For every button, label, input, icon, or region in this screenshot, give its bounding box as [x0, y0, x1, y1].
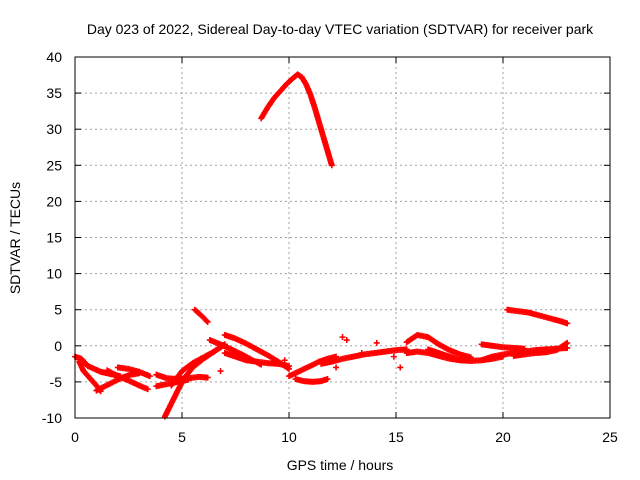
interpolated-point	[319, 131, 326, 138]
y-tick-label: 15	[46, 230, 62, 246]
series-arc-early-4	[104, 367, 151, 393]
chart-title: Day 023 of 2022, Sidereal Day-to-day VTE…	[87, 21, 594, 37]
interpolated-point	[91, 380, 98, 387]
data-point	[390, 353, 397, 360]
interpolated-point	[455, 356, 462, 363]
interpolated-point	[196, 310, 203, 317]
data-point	[373, 339, 380, 346]
y-axis-label: SDTVAR / TECUs	[7, 182, 23, 294]
y-tick-label: 40	[46, 49, 62, 65]
data-point	[343, 337, 350, 344]
series-arc-e	[191, 306, 211, 325]
y-tick-label: 5	[54, 302, 62, 318]
interpolated-point	[433, 339, 440, 346]
interpolated-point	[288, 76, 295, 83]
y-tick-label: 30	[46, 121, 62, 137]
interpolated-point	[202, 316, 209, 323]
series-arc-h	[206, 337, 265, 368]
interpolated-point	[284, 362, 291, 369]
y-tick-label: 10	[46, 266, 62, 282]
interpolated-point	[328, 160, 335, 167]
interpolated-point	[143, 385, 150, 392]
series-scatter-isolated	[217, 334, 404, 375]
y-tick-label: 20	[46, 193, 62, 209]
data-points	[72, 71, 571, 420]
x-tick-label: 15	[388, 429, 404, 445]
interpolated-point	[545, 314, 552, 321]
series-arc-p	[478, 341, 528, 352]
interpolated-point	[203, 317, 210, 324]
interpolated-point	[256, 360, 263, 367]
series-arc-r	[504, 306, 571, 327]
interpolated-point	[83, 360, 90, 367]
x-tick-label: 10	[281, 429, 297, 445]
interpolated-point	[275, 89, 282, 96]
interpolated-point	[402, 346, 409, 353]
data-point	[333, 364, 340, 371]
interpolated-point	[412, 333, 419, 340]
x-tick-label: 0	[71, 429, 79, 445]
interpolated-point	[187, 361, 194, 368]
interpolated-point	[561, 341, 568, 348]
x-tick-label: 25	[602, 429, 618, 445]
interpolated-point	[562, 319, 569, 326]
data-point	[339, 334, 346, 341]
interpolated-point	[134, 368, 141, 375]
y-tick-label: 0	[54, 338, 62, 354]
series-arc-q	[510, 339, 571, 359]
series-arc-f	[221, 331, 292, 372]
series-arc-n	[425, 346, 464, 364]
series-arc-high	[258, 71, 335, 169]
x-tick-label: 5	[178, 429, 186, 445]
y-tick-label: -5	[50, 374, 63, 390]
interpolated-point	[306, 90, 313, 97]
data-point	[397, 364, 404, 371]
interpolated-point	[519, 345, 526, 352]
interpolated-point	[269, 97, 276, 104]
interpolated-point	[85, 373, 92, 380]
series-arc-early-5	[114, 364, 153, 380]
interpolated-point	[323, 376, 330, 383]
axes: 0 5 10 15 20 25 -10 -5 0 5 10 15 20 25 30 35 40	[42, 49, 618, 445]
x-tick-label: 20	[495, 429, 511, 445]
interpolated-point	[145, 372, 152, 379]
y-tick-label: 35	[46, 85, 62, 101]
interpolated-point	[282, 82, 289, 89]
interpolated-point	[311, 103, 318, 110]
data-point	[217, 368, 224, 375]
data-point	[281, 357, 288, 364]
interpolated-point	[534, 312, 541, 319]
interpolated-point	[455, 350, 462, 357]
y-tick-label: -10	[42, 410, 62, 426]
x-axis-label: GPS time / hours	[287, 457, 394, 473]
data-point	[358, 350, 365, 357]
y-tick-label: 25	[46, 157, 62, 173]
series-arc-j	[292, 376, 331, 385]
interpolated-point	[315, 117, 322, 124]
series-arc-k	[318, 346, 410, 367]
interpolated-point	[563, 340, 570, 347]
interpolated-point	[556, 317, 563, 324]
interpolated-point	[324, 146, 331, 153]
interpolated-point	[203, 374, 210, 381]
